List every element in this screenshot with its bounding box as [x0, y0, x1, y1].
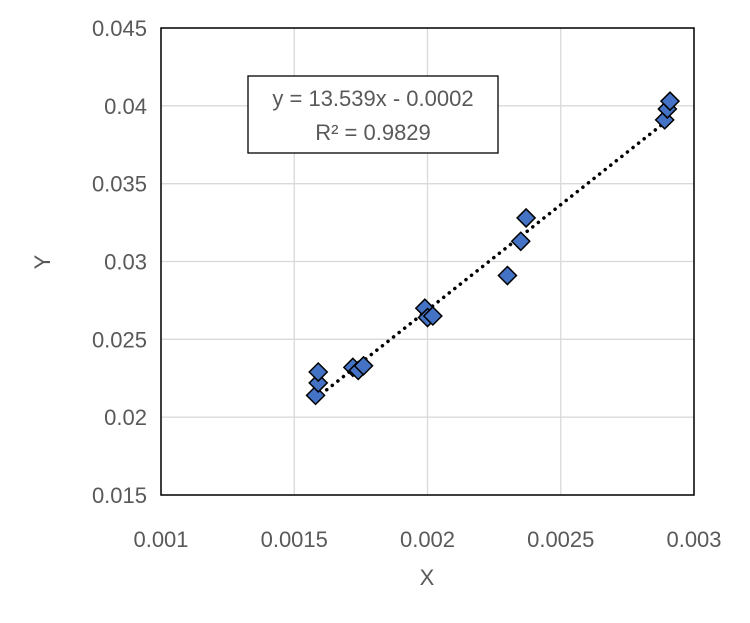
trendline-equation: y = 13.539x - 0.0002 — [272, 86, 473, 111]
trendline — [313, 116, 672, 401]
data-point — [308, 372, 329, 393]
y-tick-label: 0.03 — [104, 250, 147, 275]
x-axis-tick-labels: 0.001 0.0015 0.002 0.0025 0.003 — [133, 527, 721, 552]
data-point — [516, 207, 537, 228]
data-point — [353, 355, 374, 376]
trendline-r-squared: R² = 0.9829 — [315, 120, 431, 145]
y-axis-title: Y — [30, 254, 55, 269]
data-point — [510, 231, 531, 252]
trendline-layer — [313, 116, 672, 401]
x-tick-label: 0.003 — [666, 527, 721, 552]
y-tick-label: 0.015 — [92, 483, 147, 508]
y-tick-label: 0.025 — [92, 327, 147, 352]
data-point — [422, 305, 443, 327]
data-point — [308, 361, 329, 383]
x-tick-label: 0.0025 — [527, 527, 594, 552]
y-tick-label: 0.045 — [92, 16, 147, 41]
x-axis-title: X — [420, 565, 435, 590]
y-tick-label: 0.035 — [92, 172, 147, 197]
data-point — [497, 265, 518, 286]
x-tick-label: 0.001 — [133, 527, 188, 552]
y-axis-tick-labels: 0.015 0.02 0.025 0.03 0.035 0.04 0.045 — [92, 16, 147, 508]
y-tick-label: 0.04 — [104, 94, 147, 119]
x-tick-label: 0.002 — [400, 527, 455, 552]
data-points — [305, 91, 681, 406]
trendline-label-frame — [247, 75, 499, 154]
x-tick-label: 0.0015 — [261, 527, 328, 552]
plot-area-border — [160, 27, 695, 496]
y-tick-label: 0.02 — [104, 405, 147, 430]
data-point — [659, 91, 681, 112]
trendline-label-box: y = 13.539x - 0.0002 R² = 0.9829 — [247, 75, 499, 154]
